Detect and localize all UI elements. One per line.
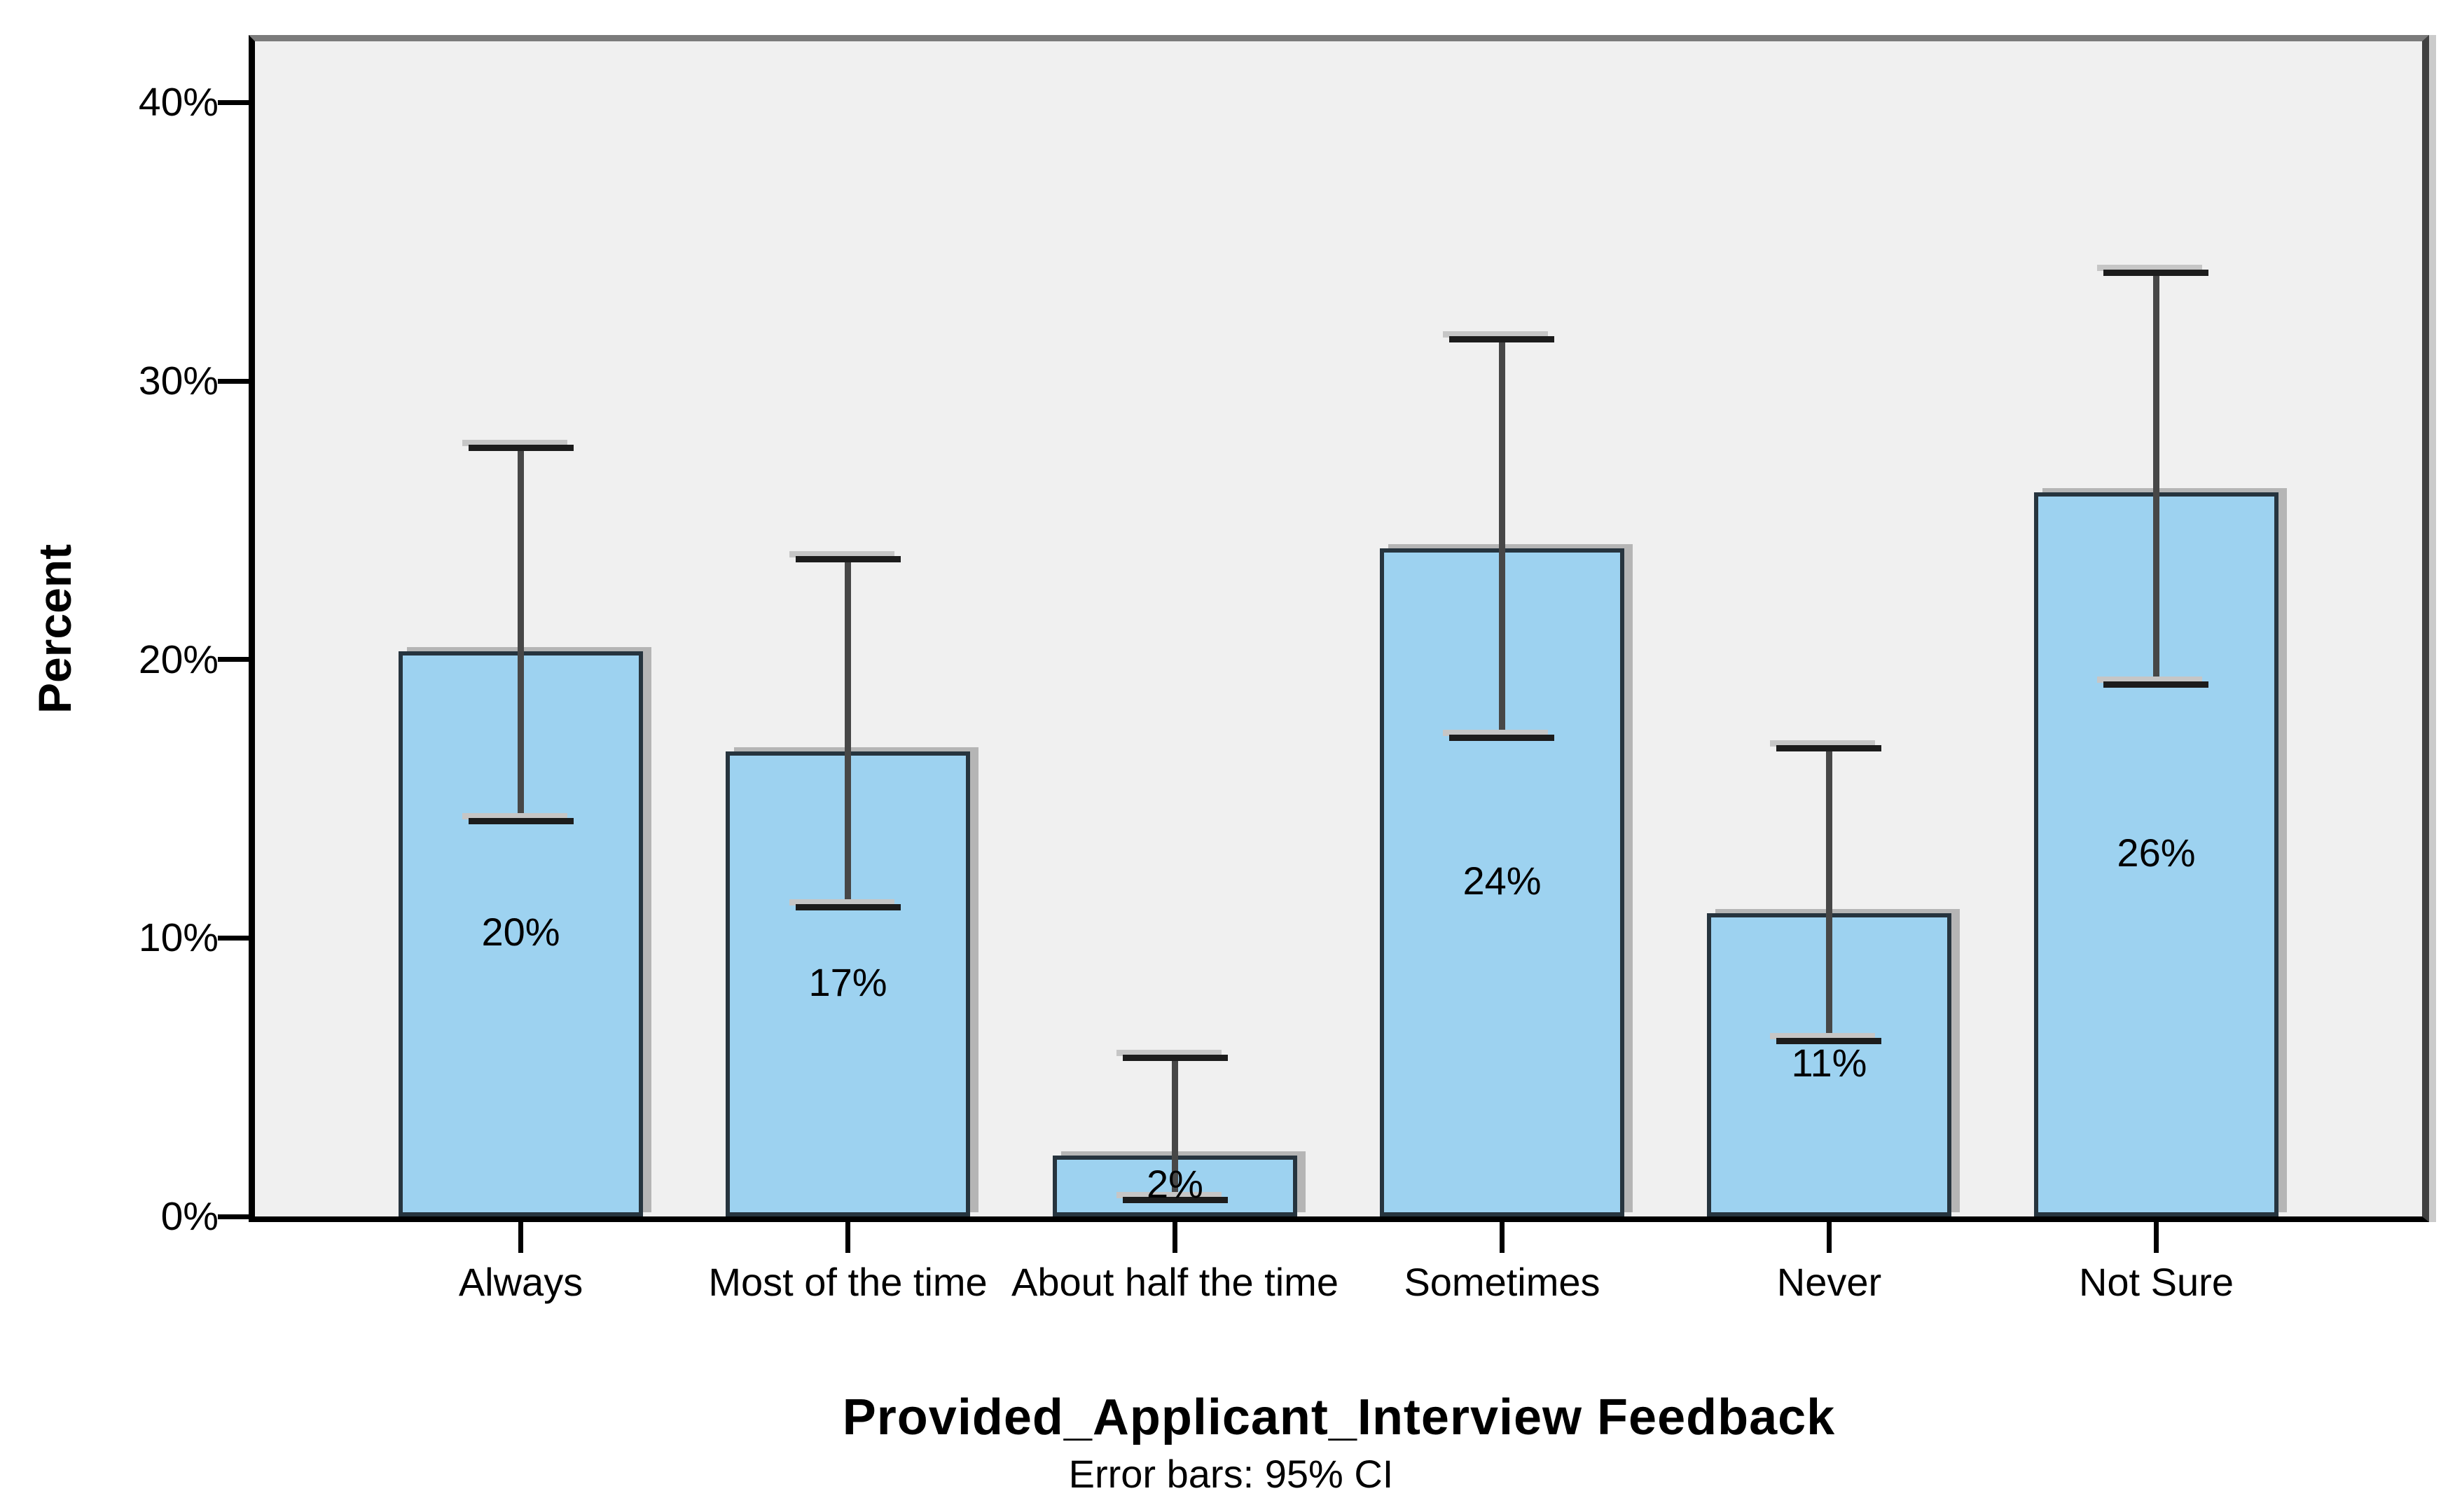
x-category-label: About half the time bbox=[1011, 1260, 1339, 1304]
y-tick-label: 0% bbox=[160, 1194, 219, 1239]
y-tick-label: 10% bbox=[138, 915, 219, 961]
error-bars-caption: Error bars: 95% CI bbox=[1068, 1452, 1394, 1496]
y-tick-mark bbox=[218, 657, 249, 663]
y-tick-label: 30% bbox=[138, 359, 219, 404]
y-tick-label: 40% bbox=[138, 80, 219, 125]
error-bar-cap-high bbox=[1776, 745, 1882, 752]
bar bbox=[2033, 492, 2278, 1216]
x-tick-mark bbox=[518, 1222, 524, 1253]
error-bar-cap-high bbox=[468, 445, 574, 452]
bar-value-label: 2% bbox=[1147, 1162, 1203, 1207]
x-category-label: Always bbox=[458, 1260, 583, 1304]
error-bar-cap-low bbox=[795, 904, 901, 911]
error-bar-cap-high bbox=[795, 556, 901, 563]
y-axis-title: Percent bbox=[29, 543, 81, 714]
y-tick-mark bbox=[218, 1214, 249, 1219]
bar-value-label: 24% bbox=[1462, 858, 1542, 903]
bar bbox=[1706, 913, 1951, 1216]
x-tick-mark bbox=[1499, 1222, 1505, 1253]
error-bar-cap-high bbox=[1449, 335, 1555, 342]
x-tick-mark bbox=[2153, 1222, 2159, 1253]
bar-value-label: 26% bbox=[2117, 831, 2196, 875]
plot-area: 20% 17% 2% 24% 11% 26% bbox=[249, 35, 2429, 1222]
bar-value-label: 11% bbox=[1791, 1041, 1867, 1086]
y-tick-mark bbox=[218, 99, 249, 105]
x-category-label: Not Sure bbox=[2078, 1260, 2234, 1304]
error-bar-cap-low bbox=[1449, 734, 1555, 741]
bar-value-label: 17% bbox=[808, 959, 887, 1004]
error-bar-stem bbox=[2152, 272, 2159, 685]
x-tick-mark bbox=[845, 1222, 851, 1253]
error-bar-stem bbox=[1825, 749, 1832, 1041]
x-tick-mark bbox=[1826, 1222, 1832, 1253]
error-bar-cap-low bbox=[2103, 681, 2209, 688]
error-bar-stem bbox=[845, 559, 852, 908]
error-bar-cap-low bbox=[1776, 1038, 1882, 1044]
x-category-label: Never bbox=[1776, 1260, 1882, 1304]
error-bar-stem bbox=[1498, 339, 1505, 738]
error-bar-cap-low bbox=[468, 817, 574, 824]
y-tick-label: 20% bbox=[138, 637, 219, 682]
x-category-label: Sometimes bbox=[1404, 1260, 1600, 1304]
error-bar-stem bbox=[1172, 1057, 1178, 1200]
bar-value-label: 20% bbox=[481, 910, 560, 955]
y-tick-mark bbox=[218, 935, 249, 941]
error-bar-cap-high bbox=[2103, 269, 2209, 276]
error-bar-cap-high bbox=[1122, 1054, 1228, 1061]
y-tick-mark bbox=[218, 378, 249, 384]
error-bar-cap-low bbox=[1122, 1196, 1228, 1203]
x-tick-mark bbox=[1173, 1222, 1177, 1253]
x-category-label: Most of the time bbox=[708, 1260, 988, 1304]
x-axis-title: Provided_Applicant_Interview Feedback bbox=[842, 1389, 1836, 1445]
error-bar-stem bbox=[518, 448, 525, 821]
